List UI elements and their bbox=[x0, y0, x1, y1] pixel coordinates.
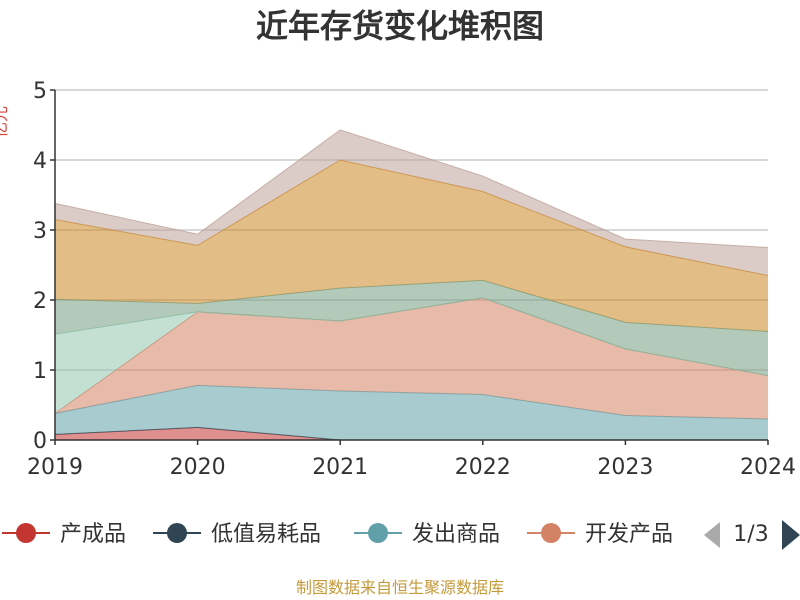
area-series-line-7 bbox=[54, 129, 769, 248]
legend-label: 开发产品 bbox=[585, 522, 673, 547]
area-series-0 bbox=[55, 427, 768, 440]
legend: 产成品 低值易耗品 发出商品 开发产品 1/3 bbox=[2, 520, 800, 550]
y-tick-label: 2 bbox=[33, 289, 47, 314]
legend-marker-icon bbox=[16, 523, 36, 543]
area-series-6 bbox=[55, 160, 768, 332]
y-tick-label: 1 bbox=[33, 359, 47, 384]
legend-marker-icon bbox=[167, 523, 187, 543]
legend-label: 产成品 bbox=[60, 522, 126, 547]
area-series-5 bbox=[55, 280, 768, 376]
x-tick-label: 2024 bbox=[740, 455, 796, 480]
x-tick-label: 2023 bbox=[597, 455, 653, 480]
area-series-2 bbox=[55, 385, 768, 440]
x-tick-label: 2020 bbox=[170, 455, 226, 480]
legend-marker-icon bbox=[541, 523, 561, 543]
y-tick-label: 3 bbox=[33, 219, 47, 244]
legend-marker-icon bbox=[368, 523, 388, 543]
y-tick-label: 4 bbox=[33, 149, 47, 174]
legend-next-icon[interactable] bbox=[782, 520, 800, 550]
axes: 0 1 2 3 4 5 2019 2020 2021 2022 2023 2024 bbox=[27, 79, 796, 480]
legend-item[interactable]: 产成品 bbox=[2, 522, 126, 547]
y-tick-label: 5 bbox=[33, 79, 47, 104]
legend-page-indicator: 1/3 bbox=[733, 522, 768, 547]
y-tick-label: 0 bbox=[33, 429, 47, 454]
y-axis-label: 亿元 bbox=[0, 106, 10, 138]
legend-label: 发出商品 bbox=[412, 522, 500, 547]
x-tick-label: 2022 bbox=[455, 455, 511, 480]
legend-label: 低值易耗品 bbox=[211, 522, 321, 547]
x-tick-label: 2019 bbox=[27, 455, 83, 480]
source-note: 制图数据来自恒生聚源数据库 bbox=[296, 578, 504, 597]
area-series-7 bbox=[55, 129, 768, 276]
legend-item[interactable]: 开发产品 bbox=[527, 522, 673, 547]
area-series-3 bbox=[55, 297, 768, 419]
legend-item[interactable]: 发出商品 bbox=[354, 522, 500, 547]
x-tick-label: 2021 bbox=[312, 455, 368, 480]
legend-prev-icon[interactable] bbox=[704, 522, 720, 548]
chart-title: 近年存货变化堆积图 bbox=[256, 7, 544, 45]
legend-item[interactable]: 低值易耗品 bbox=[153, 522, 321, 547]
area-series-group bbox=[54, 129, 769, 441]
